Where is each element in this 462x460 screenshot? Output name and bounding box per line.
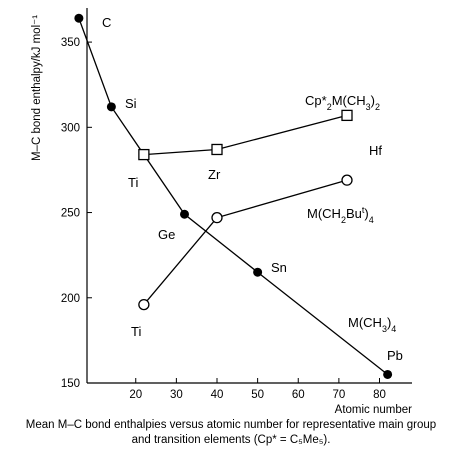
point-zr-neopentyl — [211, 212, 223, 224]
label-ge: Ge — [158, 227, 175, 242]
x-axis-label: Atomic number — [335, 404, 413, 415]
point-sn — [253, 267, 263, 277]
label-pb: Pb — [387, 348, 403, 363]
point-ti-cp — [138, 148, 150, 161]
series-label-mch2but: M(CH2But)4 — [307, 205, 374, 225]
caption-line-2: and transition elements (Cp* = C₅Me₅). — [131, 434, 331, 446]
series-label-mch3: M(CH3)4 — [348, 315, 396, 334]
label-zr: Zr — [208, 167, 221, 182]
x-tick-label: 80 — [373, 389, 386, 401]
y-tick-label: 150 — [61, 378, 80, 390]
point-ti-neopentyl — [138, 298, 150, 311]
point-ge — [180, 209, 189, 219]
x-tick-label: 30 — [170, 389, 183, 401]
figure-caption: Mean M–C bond enthalpies versus atomic n… — [0, 418, 462, 448]
label-ti-neopentyl: Ti — [131, 324, 141, 339]
point-hf-cp — [341, 109, 353, 122]
y-tick-label: 300 — [61, 122, 80, 134]
label-c: C — [102, 15, 111, 30]
series-label-cp2m: Cp*2M(CH3)2 — [305, 93, 380, 112]
y-tick-label: 350 — [61, 37, 80, 49]
y-axis-label: M–C bond enthalpy/kJ mol⁻¹ — [31, 15, 43, 161]
x-tick-label: 50 — [251, 389, 264, 401]
x-tick-label: 60 — [292, 389, 305, 401]
series-line-cp2m — [143, 114, 348, 156]
label-ti-cp: Ti — [128, 175, 138, 190]
label-sn: Sn — [271, 260, 287, 275]
point-si — [106, 102, 116, 112]
point-hf-neopentyl — [341, 174, 353, 186]
x-tick-label: 70 — [332, 389, 345, 401]
point-c — [74, 13, 84, 23]
series-line-mch3-4 — [78, 18, 389, 375]
point-zr-cp — [211, 143, 223, 156]
y-tick-label: 200 — [61, 293, 80, 305]
label-hf: Hf — [369, 143, 382, 158]
point-pb — [383, 369, 393, 379]
bond-enthalpy-chart: 20 30 40 50 60 70 80 150 200 250 300 350 M–C bond e… — [31, 8, 413, 415]
label-si: Si — [125, 96, 137, 111]
y-tick-label: 250 — [61, 208, 80, 220]
caption-line-1: Mean M–C bond enthalpies versus atomic n… — [25, 419, 437, 431]
x-tick-label: 20 — [129, 389, 142, 401]
x-tick-label: 40 — [211, 389, 224, 401]
